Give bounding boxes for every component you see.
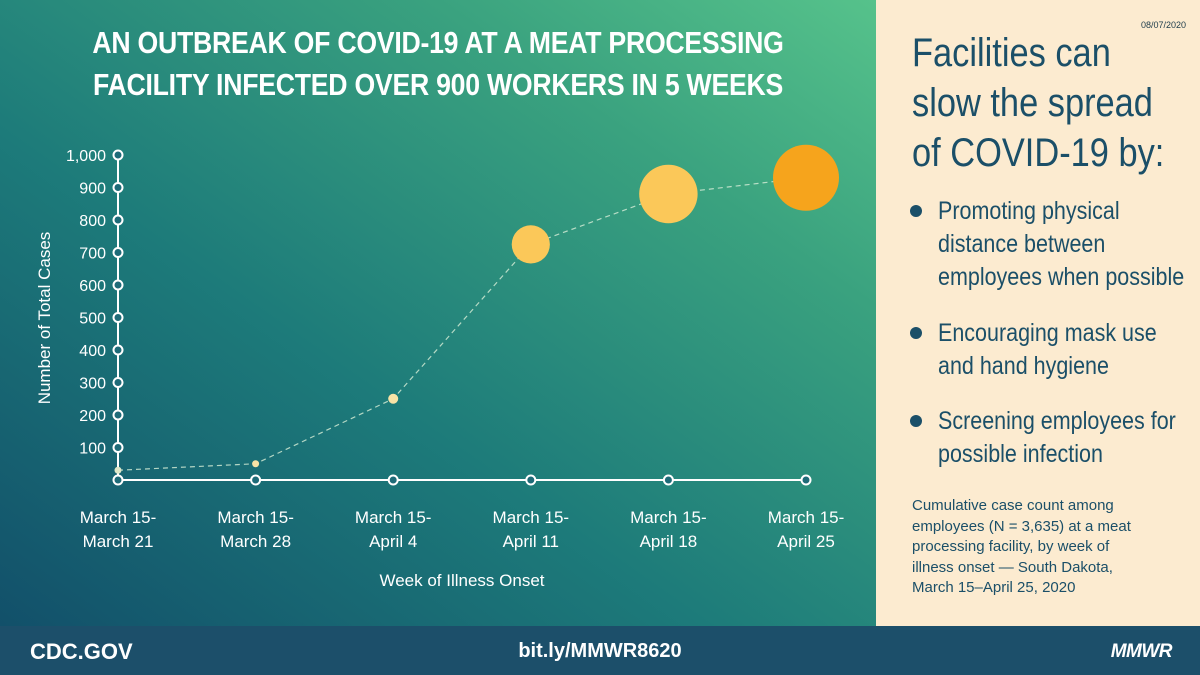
- footer-bar: CDC.GOV bit.ly/MMWR8620 MMWR: [0, 626, 1200, 675]
- headline-line: Facilities can: [912, 31, 1111, 75]
- bullet-line: employees when possible: [938, 263, 1185, 291]
- data-point: [252, 460, 260, 468]
- publish-date: 08/07/2020: [1140, 20, 1186, 30]
- prevention-panel: 08/07/2020 Facilities can slow the sprea…: [876, 0, 1200, 626]
- bullet-line: and hand hygiene: [938, 352, 1109, 380]
- data-point: [388, 393, 399, 404]
- data-point: [639, 164, 698, 224]
- y-tick-marker: [112, 442, 124, 453]
- data-point: [511, 225, 550, 264]
- data-point: [773, 144, 839, 211]
- bullet-line: possible infection: [938, 440, 1103, 468]
- y-tick-label: 900: [79, 181, 106, 198]
- bullet-dot-icon: [910, 415, 922, 427]
- y-tick-marker: [112, 312, 124, 323]
- x-tick-marker: [112, 474, 124, 486]
- y-axis-title: Number of Total Cases: [35, 232, 54, 405]
- y-tick-label: 200: [79, 408, 106, 425]
- y-tick-label: 600: [79, 278, 106, 295]
- series-connector-line: [117, 177, 807, 471]
- caption-line: processing facility, by week of: [912, 538, 1110, 555]
- y-tick-marker: [112, 182, 124, 193]
- data-point: [114, 466, 122, 474]
- x-tick-label: March 15-: [80, 508, 157, 527]
- y-tick-marker: [112, 344, 124, 356]
- bullet-dot-icon: [910, 205, 922, 217]
- bullet-text: Encouraging mask use and hand hygiene: [938, 317, 1157, 383]
- mmwr-short-link[interactable]: bit.ly/MMWR8620: [518, 640, 682, 662]
- mmwr-logo: MMWR: [1110, 641, 1173, 662]
- caption-line: March 15–April 25, 2020: [912, 579, 1076, 596]
- y-tick-label: 300: [79, 376, 106, 393]
- bullet-item: Encouraging mask use and hand hygiene: [910, 317, 1200, 383]
- x-tick-label: March 21: [83, 532, 154, 551]
- bullet-item: Screening employees for possible infecti…: [910, 405, 1200, 471]
- headline-line: slow the spread: [912, 81, 1153, 125]
- infographic-title: AN OUTBREAK OF COVID-19 AT A MEAT PROCES…: [61, 22, 814, 106]
- y-tick-marker: [112, 279, 124, 291]
- x-axis-title: Week of Illness Onset: [379, 571, 544, 590]
- x-tick-marker: [250, 474, 262, 486]
- y-tick-label: 400: [79, 343, 106, 360]
- chart-panel: [0, 0, 876, 626]
- x-tick-label: April 18: [640, 532, 698, 551]
- title-line: AN OUTBREAK OF COVID-19 AT A MEAT PROCES…: [92, 25, 784, 60]
- caption-line: illness onset — South Dakota,: [912, 558, 1113, 576]
- y-tick-label: 800: [79, 213, 106, 230]
- y-tick-label: 500: [79, 311, 106, 328]
- bullet-dot-icon: [910, 327, 922, 339]
- y-tick-label: 100: [79, 441, 106, 458]
- chart-caption: Cumulative case count among employees (N…: [912, 496, 1192, 599]
- x-tick-label: March 15-: [493, 508, 570, 527]
- bullet-line: Screening employees for: [938, 407, 1176, 435]
- y-tick-label: 700: [79, 246, 106, 263]
- caption-line: employees (N = 3,635) at a meat: [912, 517, 1131, 535]
- case-count-chart: 100 200 300 400 500 600 700 800 900 1,000 March 15…: [35, 144, 845, 590]
- bullet-text: Promoting physical distance between empl…: [938, 195, 1184, 294]
- x-tick-label: April 25: [777, 532, 835, 551]
- x-tick-label: March 15-: [355, 508, 432, 527]
- y-tick-marker: [112, 214, 124, 226]
- bullet-text: Screening employees for possible infecti…: [938, 405, 1176, 471]
- y-tick-marker: [112, 247, 124, 258]
- x-tick-label: April 11: [503, 532, 559, 551]
- x-tick-label: April 4: [369, 532, 417, 551]
- title-line: FACILITY INFECTED OVER 900 WORKERS IN 5 …: [92, 67, 784, 102]
- x-tick-marker: [800, 474, 812, 486]
- prevention-headline: Facilities can slow the spread of COVID-…: [912, 28, 1165, 178]
- y-tick-marker: [112, 149, 124, 161]
- caption-line: Cumulative case count among: [912, 497, 1114, 514]
- panel-notch: [876, 270, 888, 340]
- y-tick-label: 1,000: [66, 148, 106, 165]
- x-tick-label: March 15-: [630, 508, 707, 527]
- bullet-item: Promoting physical distance between empl…: [910, 195, 1200, 294]
- x-tick-marker: [662, 474, 674, 486]
- x-tick-marker: [525, 474, 537, 486]
- x-tick-marker: [387, 474, 399, 486]
- y-tick-marker: [112, 377, 124, 388]
- bullet-line: Promoting physical: [938, 197, 1120, 225]
- y-tick-marker: [112, 409, 124, 421]
- bullet-line: Encouraging mask use: [938, 319, 1157, 347]
- bullet-line: distance between: [938, 230, 1106, 258]
- x-tick-label: March 28: [220, 532, 291, 551]
- cdc-link[interactable]: CDC.GOV: [30, 639, 133, 664]
- x-tick-label: March 15-: [217, 508, 294, 527]
- headline-line: of COVID-19 by:: [912, 131, 1165, 175]
- x-tick-label: March 15-: [768, 508, 845, 527]
